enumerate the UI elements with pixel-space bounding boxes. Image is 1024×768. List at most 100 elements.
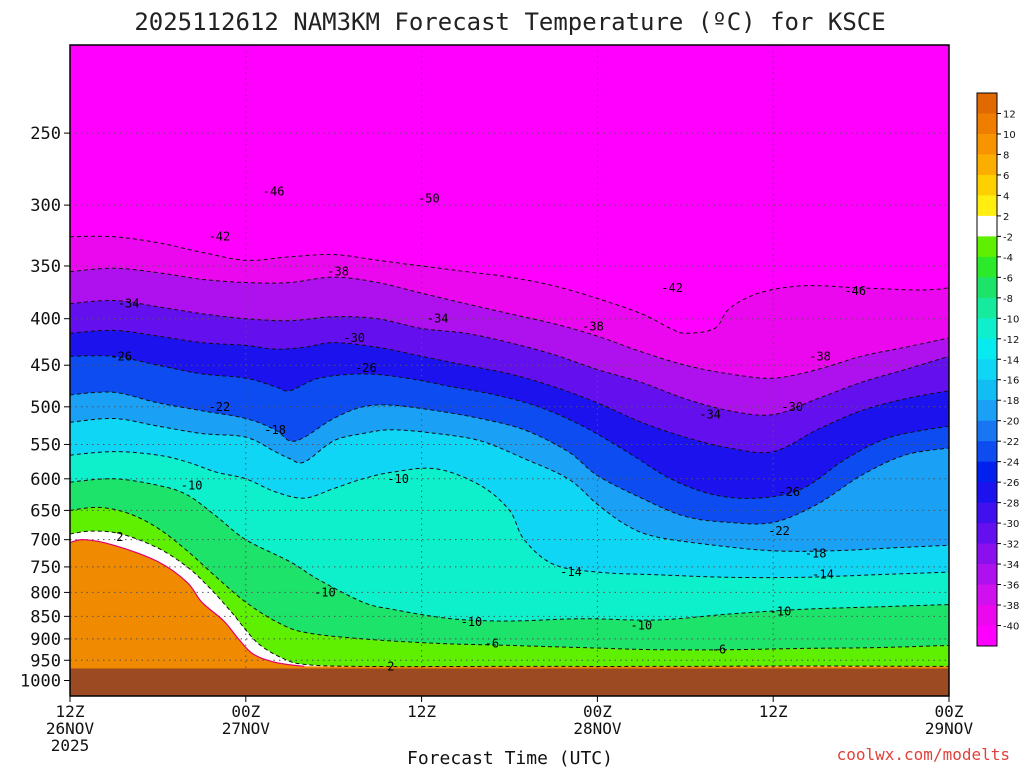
isotherm--30 <box>70 329 949 454</box>
colorbar-band--34 <box>977 543 997 565</box>
isotherm--22 <box>70 391 949 525</box>
colorbar-band--26 <box>977 461 997 483</box>
credit-text: coolwx.com/modelts <box>837 745 1010 764</box>
colorbar-label--28: -28 <box>1003 499 1019 510</box>
colorbar-label--2: -2 <box>1003 232 1013 243</box>
contour-label-26: -10 <box>631 619 653 633</box>
y-tick-label-650: 650 <box>30 501 61 521</box>
colorbar-label--20: -20 <box>1003 417 1019 428</box>
colorbar-label--36: -36 <box>1003 581 1019 592</box>
y-tick-label-800: 800 <box>30 583 61 603</box>
contour-label-4: -42 <box>661 281 683 295</box>
colorbar-label--6: -6 <box>1003 273 1013 284</box>
colorbar-band--18 <box>977 379 997 401</box>
contour-label-23: -14 <box>812 568 834 582</box>
colorbar-label--16: -16 <box>1003 376 1019 387</box>
isotherm--2 <box>70 530 949 668</box>
colorbar-label--38: -38 <box>1003 601 1019 612</box>
colorbar-band-8 <box>977 133 997 155</box>
colorbar-band-2 <box>977 195 997 217</box>
colorbar-band--30 <box>977 502 997 524</box>
contour-label-11: -26 <box>355 361 377 375</box>
contour-label-18: -10 <box>387 472 409 486</box>
colorbar-band--6 <box>977 256 997 278</box>
contour-label-20: -22 <box>768 524 790 538</box>
contour-label-21: -18 <box>805 547 827 561</box>
colorbar-band--28 <box>977 482 997 504</box>
contour-label-10: -26 <box>110 349 132 363</box>
colorbar: 12 10 8 6 4 2 -2 -4 -6 -8 -10 -12 -14 -16 -18 -20 -22 -24… <box>976 92 1019 647</box>
contour-label-14: -34 <box>699 408 721 422</box>
isotherm--42 <box>70 235 949 334</box>
contour-label-31: 2 <box>387 659 394 673</box>
contour-label-30: 2 <box>116 530 123 544</box>
y-tick-label-550: 550 <box>30 435 61 455</box>
contour-label-13: -22 <box>209 400 231 414</box>
temperature-fill-layer <box>70 45 949 696</box>
colorbar-band--24 <box>977 441 997 463</box>
colorbar-label--8: -8 <box>1003 294 1013 305</box>
colorbar-band--8 <box>977 277 997 299</box>
x-tick-label-12-0: 00Z <box>231 702 260 721</box>
contour-label-16: -18 <box>264 423 286 437</box>
contour-label-0: -46 <box>263 185 285 199</box>
plot-area: -46 -50 -42 -38 -42 -46 -34 -34 -38 -30 -26 -26 -38 -… <box>70 45 949 696</box>
colorbar-label--10: -10 <box>1003 314 1019 325</box>
isotherm--14 <box>70 451 949 579</box>
colorbar-label--18: -18 <box>1003 396 1019 407</box>
colorbar-label--32: -32 <box>1003 540 1019 551</box>
colorbar-label-2: 2 <box>1003 212 1009 223</box>
colorbar-label--30: -30 <box>1003 519 1019 530</box>
x-tick-label-12-1: 27NOV <box>222 719 271 738</box>
x-tick-label-60-1: 29NOV <box>925 719 974 738</box>
contour-label-25: -10 <box>461 615 483 629</box>
isotherm--34 <box>70 299 949 416</box>
colorbar-label-6: 6 <box>1003 171 1009 182</box>
colorbar-label-8: 8 <box>1003 150 1009 161</box>
x-tick-label-0-0: 12Z <box>56 702 85 721</box>
y-tick-label-850: 850 <box>30 607 61 627</box>
colorbar-label--14: -14 <box>1003 355 1019 366</box>
y-tick-label-300: 300 <box>30 196 61 216</box>
colorbar-band--40 <box>977 605 997 627</box>
freezing-lines <box>70 539 305 667</box>
plot-frame <box>69 44 950 697</box>
ground-layer <box>70 668 949 696</box>
contour-label-9: -30 <box>343 331 365 345</box>
y-tick-label-500: 500 <box>30 398 61 418</box>
colorbar-band-10 <box>977 113 997 135</box>
isotherm--38 <box>70 267 949 379</box>
colorbar-band-12 <box>977 93 997 114</box>
y-tick-label-750: 750 <box>30 558 61 578</box>
colorbar-label--26: -26 <box>1003 478 1019 489</box>
y-tick-label-1000: 1000 <box>20 672 61 692</box>
colorbar-band--4 <box>977 236 997 258</box>
contour-label-24: -10 <box>314 585 336 599</box>
contour-label-5: -46 <box>844 284 866 298</box>
colorbar-label-4: 4 <box>1003 191 1009 202</box>
x-axis-title: Forecast Time (UTC) <box>407 748 613 768</box>
colorbar-band--10 <box>977 297 997 319</box>
colorbar-label--12: -12 <box>1003 335 1019 346</box>
colorbar-band-6 <box>977 154 997 176</box>
isotherm--26 <box>70 355 949 499</box>
x-tick-label-24-0: 12Z <box>407 702 436 721</box>
contour-label-17: -10 <box>181 478 203 492</box>
colorbar-band--22 <box>977 420 997 442</box>
contour-labels: -46 -50 -42 -38 -42 -46 -34 -34 -38 -30 -26 -26 -38 -… <box>110 185 866 674</box>
y-tick-label-950: 950 <box>30 651 61 671</box>
colorbar-label--24: -24 <box>1003 458 1019 469</box>
isotherm--10 <box>70 478 949 622</box>
fill-region-below--42 <box>70 45 949 334</box>
contour-label-6: -34 <box>118 297 140 311</box>
y-axis-ticks: 250 300 350 400 450 500 550 600 650 700 750 800 850 9… <box>20 124 70 692</box>
colorbar-label--40: -40 <box>1003 622 1019 633</box>
contour-label-29: -6 <box>712 643 726 657</box>
y-tick-label-600: 600 <box>30 470 61 490</box>
contour-label-7: -34 <box>427 312 449 326</box>
isotherm--6 <box>70 506 949 651</box>
colorbar-label-12: 12 <box>1003 109 1016 120</box>
colorbar-band--36 <box>977 564 997 586</box>
colorbar-band--32 <box>977 523 997 545</box>
contour-label-1: -50 <box>418 191 440 205</box>
